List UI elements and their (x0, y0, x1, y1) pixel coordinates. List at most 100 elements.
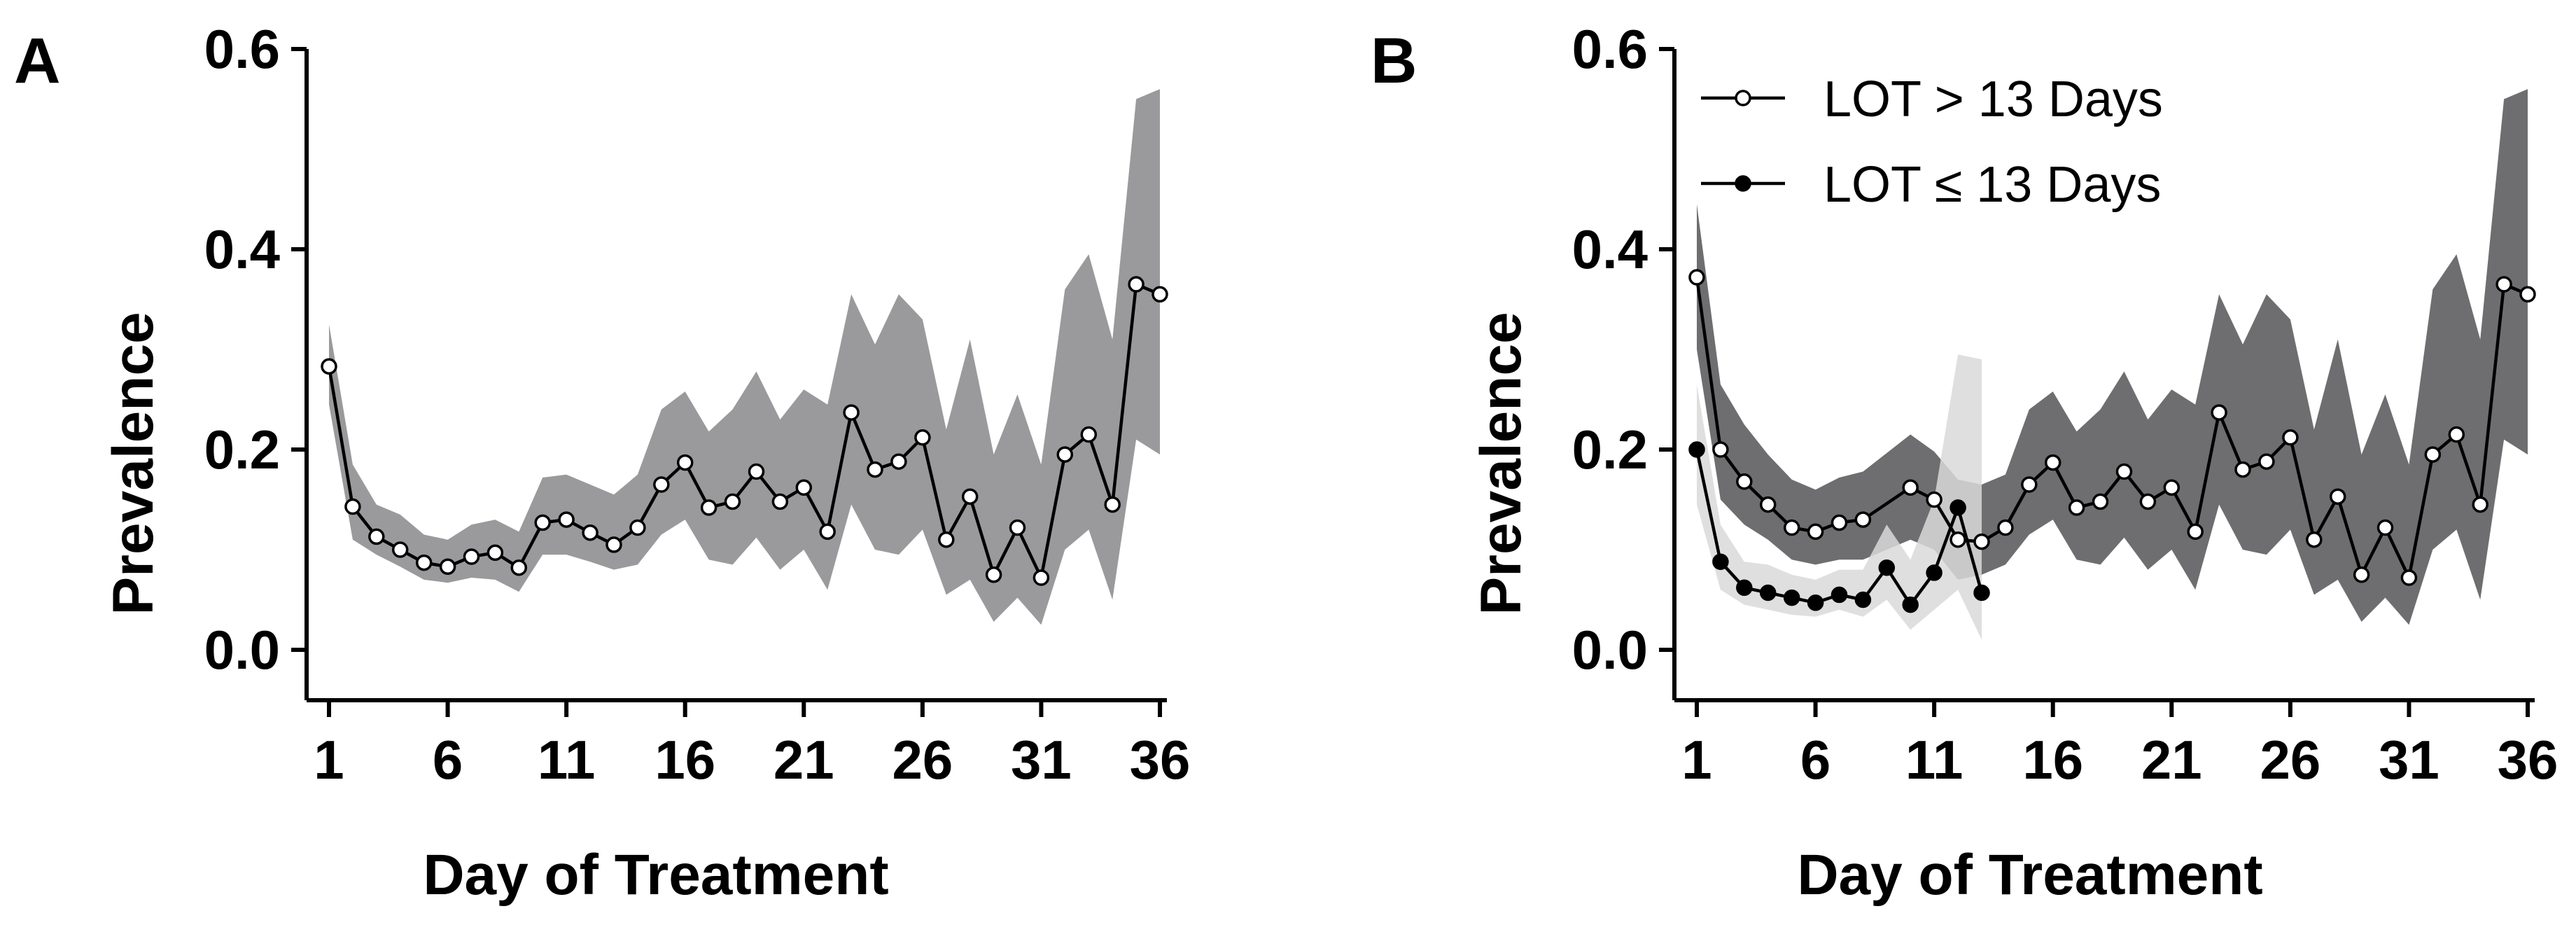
panel-b-x-tick-label: 31 (2379, 729, 2440, 791)
panel-a-x-tick-label: 6 (433, 729, 463, 791)
panel-b-data-point-1 (2021, 476, 2038, 493)
panel-a-data-point-1 (368, 528, 385, 545)
panel-b-data-point-1 (2472, 496, 2488, 513)
panel-a-data-point-1 (439, 558, 456, 576)
panel-a-data-point-1 (582, 524, 598, 541)
panel-b-data-point-1 (1759, 496, 1777, 513)
panel-a-data-point-1 (344, 498, 361, 515)
panel-b-data-point-1 (1783, 519, 1800, 536)
panel-b-data-point-2 (1878, 559, 1896, 576)
panel-a-x-axis-title: Day of Treatment (423, 843, 888, 907)
panel-b-data-point-1 (2115, 463, 2133, 480)
panel-a-data-point-1 (700, 499, 718, 516)
panel-a-data-point-1 (1104, 496, 1121, 513)
panel-b-data-point-2 (1926, 564, 1942, 581)
panel-a-data-point-1 (1056, 446, 1074, 463)
panel-b-ci-band-2 (1697, 354, 1982, 640)
panel-b-data-point-1 (2139, 493, 2157, 510)
panel-a-data-point-1 (1128, 276, 1144, 293)
panel-a-x-tick-label: 21 (774, 729, 834, 791)
panel-b-y-tick-label: 0.0 (1572, 619, 1648, 681)
panel-a-x-tick-label: 1 (314, 729, 344, 791)
panel-a-data-point-1 (748, 463, 765, 480)
panel-b-data-point-2 (1759, 584, 1777, 601)
panel-b-data-point-1 (1926, 491, 1942, 508)
panel-b-data-point-1 (1997, 519, 2014, 536)
panel-a-data-point-1 (558, 511, 575, 528)
panel-a-data-point-1 (914, 429, 931, 446)
panel-b-data-point-1 (2211, 404, 2227, 421)
panel-b-data-point-1 (2400, 569, 2418, 586)
panel-b-data-point-1 (1688, 269, 1705, 286)
panel-a-data-point-1 (961, 488, 979, 505)
panel-b-data-point-2 (1854, 591, 1872, 608)
panel-b-data-point-1 (1736, 473, 1753, 490)
panel-b-data-point-2 (1902, 596, 1919, 613)
panel-a-data-point-1 (867, 461, 883, 478)
panel-b-data-point-1 (1902, 479, 1919, 496)
panel-b-data-point-1 (1949, 531, 1966, 548)
panel-b-data-point-1 (1854, 511, 1872, 528)
panel-a-data-point-1 (1032, 569, 1050, 586)
panel-a-x-tick-label: 31 (1011, 729, 1072, 791)
panel-b-data-point-1 (2282, 429, 2299, 446)
panel-b-data-point-1 (2068, 499, 2085, 516)
panel-a-x-tick-label: 36 (1130, 729, 1191, 791)
panel-a-x-tick-label: 16 (654, 729, 715, 791)
panel-a-data-point-1 (321, 358, 337, 375)
panel-b-data-point-1 (1973, 533, 1990, 550)
panel-b-y-axis-title: Prevalence (1469, 312, 1533, 615)
panel-b-data-point-2 (1807, 594, 1824, 611)
legend-label-lot-le-13: LOT ≤ 13 Days (1823, 157, 2161, 213)
panel-a-data-point-1 (795, 479, 813, 496)
panel-b-data-point-1 (2353, 566, 2370, 583)
panel-a-data-point-1 (510, 559, 528, 576)
panel-a-data-point-1 (1009, 519, 1026, 536)
panel-a: A 0.00.20.40.61 6 11 16 21 26 31 36 Day of Trea… (14, 18, 1190, 907)
panel-a-data-point-1 (415, 554, 433, 571)
panel-b-data-point-1 (1807, 523, 1824, 541)
panel-a-y-tick-label: 0.2 (204, 419, 280, 480)
panel-a-data-point-1 (534, 514, 551, 531)
panel-a-y-tick-label: 0.4 (204, 218, 280, 280)
panel-a-data-point-1 (463, 548, 480, 565)
panel-b: B 0.00.20.40.61 6 11 16 21 26 31 36 Day of Trea… (1371, 18, 2558, 907)
panel-a-y-tick-label: 0.6 (204, 18, 280, 80)
panel-a-data-point-1 (843, 404, 860, 421)
panel-a-data-point-1 (819, 523, 836, 541)
panel-a-data-point-1 (938, 531, 955, 548)
panel-b-data-point-1 (2306, 531, 2323, 548)
panel-b-x-tick-label: 26 (2260, 729, 2320, 791)
panel-b-data-point-1 (2329, 488, 2346, 505)
panel-b-data-point-2 (1688, 441, 1705, 458)
panel-b-data-point-2 (1830, 586, 1848, 604)
panel-a-data-point-1 (629, 519, 646, 536)
panel-b-y-tick-label: 0.4 (1572, 218, 1648, 280)
legend-marker-lot-le-13 (1735, 175, 1751, 192)
panel-a-y-axis-title: Prevalence (102, 312, 165, 615)
panel-b-data-point-1 (2092, 493, 2109, 510)
panel-a-data-point-1 (486, 544, 504, 562)
legend-label-lot-gt-13: LOT > 13 Days (1823, 71, 2163, 127)
panel-b-data-point-2 (1973, 584, 1990, 601)
panel-b-data-point-1 (2163, 479, 2180, 496)
panel-a-data-point-1 (724, 493, 741, 510)
panel-b-data-point-1 (2519, 286, 2536, 303)
panel-b-y-tick-label: 0.2 (1572, 419, 1648, 480)
panel-b-data-point-1 (2424, 446, 2442, 463)
panel-b-data-point-1 (2234, 461, 2251, 478)
panel-a-data-point-1 (890, 453, 907, 470)
panel-b-y-tick-label: 0.6 (1572, 18, 1648, 80)
panel-a-letter: A (14, 25, 60, 97)
panel-b-data-point-1 (2187, 523, 2204, 541)
panel-b-data-point-1 (2376, 519, 2394, 536)
panel-a-data-point-1 (653, 476, 670, 493)
panel-b-data-point-1 (1830, 514, 1848, 531)
panel-b-data-point-2 (1712, 553, 1729, 570)
panel-a-data-point-1 (606, 536, 622, 553)
panel-b-data-point-1 (2496, 276, 2512, 293)
panel-b-data-point-1 (2258, 453, 2275, 470)
legend: LOT > 13 Days LOT ≤ 13 Days (1701, 71, 2163, 213)
panel-b-x-tick-label: 11 (1905, 729, 1963, 791)
